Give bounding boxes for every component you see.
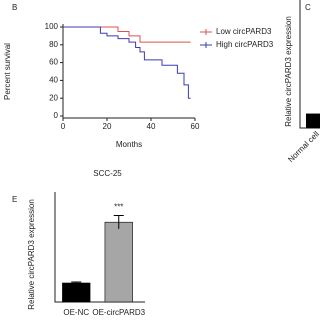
panel-label: B — [12, 3, 17, 12]
y-axis-label: Relative circPARD3 expression — [284, 16, 293, 127]
x-tick-label: Normal cell — [286, 129, 320, 164]
bar — [62, 282, 91, 303]
error-bar — [71, 281, 82, 284]
y-tick-label: 0 — [54, 111, 59, 120]
y-tick-label: 60 — [49, 58, 58, 67]
significance: *** — [114, 203, 123, 212]
x-tick-label: 20 — [103, 122, 112, 131]
axis — [299, 0, 320, 129]
y-tick-label: 80 — [49, 40, 58, 49]
survival-curve — [63, 26, 191, 99]
x-axis-label: Months — [116, 140, 142, 149]
legend-label: Low circPARD3 — [216, 27, 272, 36]
y-tick-label: 40 — [49, 76, 58, 85]
bar — [305, 113, 320, 129]
panel-label: E — [12, 195, 17, 204]
x-tick-label: OE-NC — [63, 308, 89, 317]
panel-label: C — [305, 3, 311, 12]
x-tick-label: OE-circPARD3 — [92, 308, 145, 317]
y-tick-label: 20 — [49, 93, 58, 102]
y-axis-label: Percent survival — [3, 43, 12, 100]
x-tick-label: 0 — [61, 122, 66, 131]
chart-title: SCC-25 — [93, 169, 122, 178]
legend-label: High circPARD3 — [216, 40, 274, 49]
x-tick-label: 60 — [191, 122, 200, 131]
survival-curve — [63, 26, 191, 43]
bar — [104, 221, 133, 303]
y-axis-label: Relative circPARD3 expression — [27, 199, 36, 310]
y-tick-label: 100 — [45, 22, 59, 31]
error-bar — [113, 215, 124, 229]
x-tick-label: 40 — [147, 122, 156, 131]
